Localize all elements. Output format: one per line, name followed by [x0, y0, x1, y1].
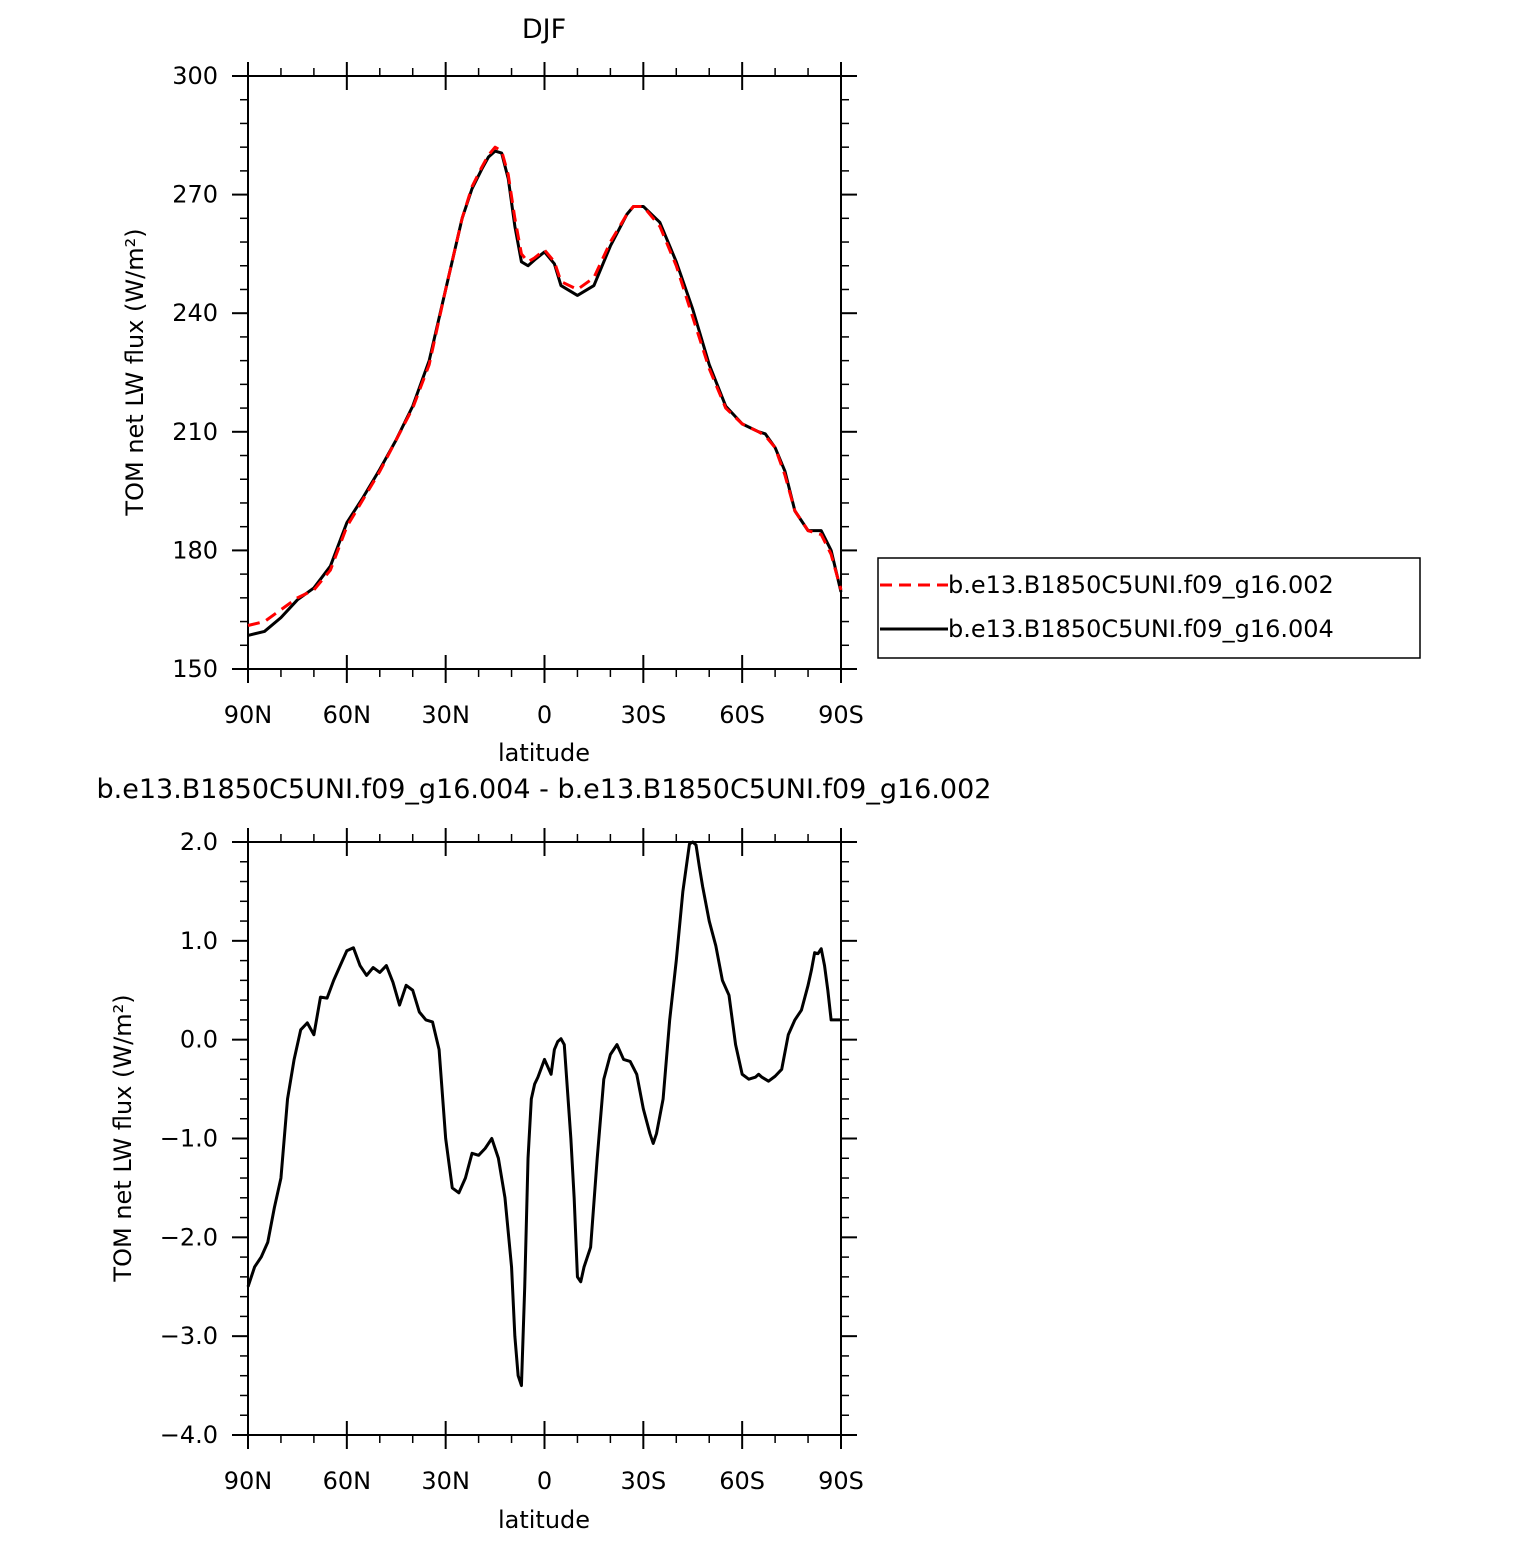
x-tick-label: 90S: [818, 1467, 864, 1495]
series-line-1: [246, 840, 841, 1388]
bottom-panel-x-tick-labels: 90N 60N 30N 0 30S 60S 90S: [224, 1467, 864, 1495]
y-tick-label: −2.0: [160, 1223, 218, 1251]
legend-box: [877, 557, 1421, 659]
bottom-panel-ticks: [232, 828, 857, 1449]
y-tick-label: 210: [172, 418, 218, 446]
x-tick-label: 90N: [224, 1467, 273, 1495]
bottom-panel-title: b.e13.B1850C5UNI.f09_g16.004 - b.e13.B18…: [97, 774, 992, 805]
x-tick-label: 90N: [224, 701, 273, 729]
y-tick-label: 1.0: [180, 927, 218, 955]
x-tick-label: 30S: [620, 1467, 666, 1495]
y-tick-label: −4.0: [160, 1421, 218, 1449]
x-tick-label: 30N: [421, 701, 470, 729]
x-tick-label: 60S: [719, 701, 765, 729]
top-panel-series: [247, 145, 843, 637]
y-tick-label: 270: [172, 181, 218, 209]
bottom-panel-y-tick-labels: −4.0 −3.0 −2.0 −1.0 0.0 1.0 2.0: [160, 828, 218, 1449]
top-panel-y-axis-label: TOM net LW flux (W/m²): [121, 228, 149, 516]
x-tick-label: 30N: [421, 1467, 470, 1495]
top-panel-x-axis-label: latitude: [498, 739, 590, 767]
bottom-panel-series: [246, 840, 841, 1388]
series-line-2: [247, 149, 843, 637]
x-tick-label: 60S: [719, 1467, 765, 1495]
top-panel: DJF 90N 60N 30N 0 30S 60S 90S 150 180 210 240 270 3…: [121, 14, 1421, 767]
legend-label-series-1: b.e13.B1850C5UNI.f09_g16.002: [948, 571, 1334, 599]
series-line-1: [247, 145, 843, 627]
x-tick-label: 0: [537, 701, 552, 729]
y-tick-label: 240: [172, 299, 218, 327]
bottom-panel-frame: [247, 841, 842, 1436]
y-tick-label: −3.0: [160, 1322, 218, 1350]
y-tick-label: 300: [172, 62, 218, 90]
top-panel-ticks: [232, 62, 857, 683]
bottom-panel-y-axis-label: TOM net LW flux (W/m²): [109, 994, 137, 1282]
y-tick-label: 0.0: [180, 1026, 218, 1054]
bottom-panel-x-axis-label: latitude: [498, 1506, 590, 1534]
top-panel-x-tick-labels: 90N 60N 30N 0 30S 60S 90S: [224, 701, 864, 729]
top-panel-frame: [247, 75, 842, 670]
top-panel-title: DJF: [522, 14, 566, 45]
y-tick-label: 150: [172, 655, 218, 683]
top-panel-y-tick-labels: 150 180 210 240 270 300: [172, 62, 218, 683]
x-tick-label: 0: [537, 1467, 552, 1495]
y-tick-label: 2.0: [180, 828, 218, 856]
y-tick-label: −1.0: [160, 1125, 218, 1153]
x-tick-label: 90S: [818, 701, 864, 729]
legend-label-series-2: b.e13.B1850C5UNI.f09_g16.004: [948, 615, 1334, 643]
x-tick-label: 60N: [323, 701, 372, 729]
x-tick-label: 30S: [620, 701, 666, 729]
y-tick-label: 180: [172, 536, 218, 564]
legend: b.e13.B1850C5UNI.f09_g16.002 b.e13.B1850…: [877, 557, 1421, 659]
x-tick-label: 60N: [323, 1467, 372, 1495]
bottom-panel: b.e13.B1850C5UNI.f09_g16.004 - b.e13.B18…: [97, 774, 992, 1534]
